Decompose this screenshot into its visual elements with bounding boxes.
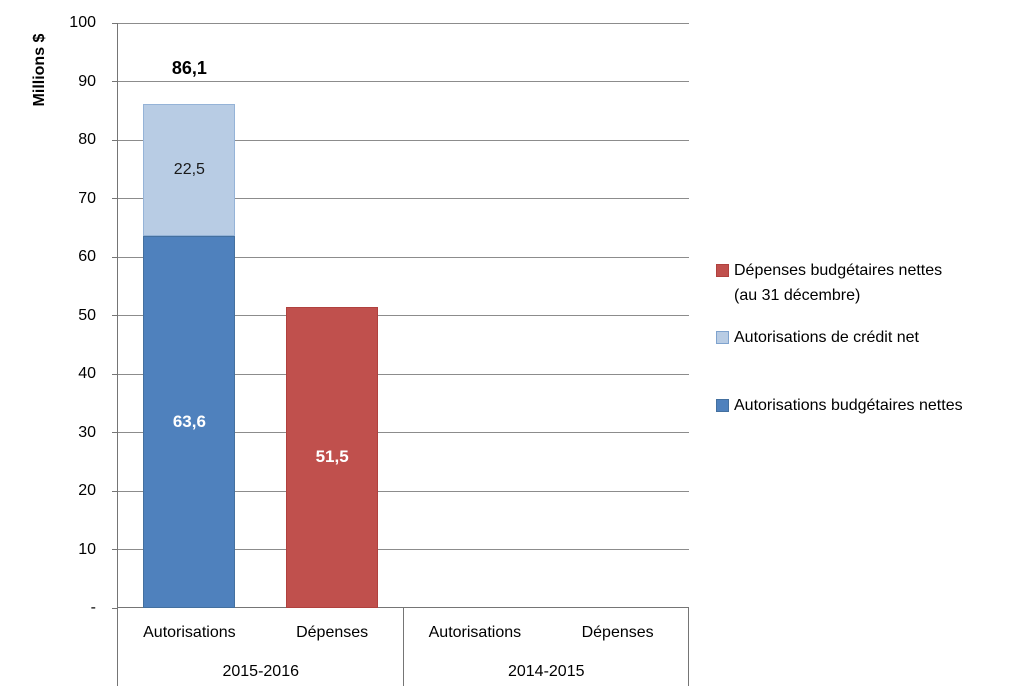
y-axis-tick: [112, 139, 118, 141]
legend: Dépenses budgétaires nettes (au 31 décem…: [716, 0, 1035, 699]
bar-value-label: 51,5: [315, 447, 349, 467]
gridline: [118, 432, 689, 433]
gridline: [118, 22, 689, 24]
category-label: Autorisations: [143, 624, 236, 641]
category-label: Dépenses: [296, 624, 369, 641]
y-tick-label: 30: [78, 423, 96, 441]
y-axis-line: [117, 23, 118, 686]
x-axis-divider: [402, 608, 404, 686]
bar-value-label: 22,5: [173, 161, 205, 179]
bar-total-label: 86,1: [171, 58, 207, 79]
bar-value-label: 63,6: [172, 411, 206, 431]
bar-segment: [143, 104, 236, 236]
category-label: Autorisations: [428, 624, 522, 641]
legend-swatch-depenses-icon: [716, 264, 729, 277]
y-axis-tick: [112, 198, 118, 199]
y-tick-label: 50: [78, 306, 96, 324]
gridline: [118, 198, 689, 199]
bar-segment: [143, 235, 236, 608]
legend-label-depenses-line2: (au 31 décembre): [734, 287, 861, 304]
y-tick-label: 70: [78, 189, 96, 207]
group-label: 2015-2016: [222, 663, 299, 680]
y-tick-label: 20: [78, 482, 96, 499]
category-label: Dépenses: [581, 624, 654, 641]
y-tick-label: 10: [78, 540, 96, 558]
y-tick-label: -: [90, 599, 96, 616]
y-tick-label: 80: [78, 131, 96, 148]
x-axis-divider: [688, 608, 689, 686]
y-tick-label: 90: [78, 72, 96, 90]
legend-label-autorisations-budgetaires: Autorisations budgétaires nettes: [734, 397, 963, 414]
y-tick-label: 100: [69, 14, 96, 31]
gridline: [118, 373, 689, 375]
legend-label-credit-net: Autorisations de crédit net: [734, 329, 919, 346]
gridline: [118, 256, 689, 258]
bar-segment: [286, 306, 379, 608]
y-axis-tick: [112, 373, 118, 375]
legend-label-depenses-line1: Dépenses budgétaires nettes: [734, 262, 943, 279]
legend-item-autorisations-budgetaires: Autorisations budgétaires nettes: [716, 393, 963, 418]
y-axis-tick: [112, 81, 118, 82]
gridline: [118, 549, 689, 550]
y-tick-label: 60: [78, 248, 96, 265]
y-axis-tick: [112, 549, 118, 550]
y-axis-tick: [112, 607, 118, 609]
y-axis-tick: [112, 256, 118, 258]
legend-item-depenses: Dépenses budgétaires nettes (au 31 décem…: [716, 258, 942, 308]
y-axis-tick: [112, 432, 118, 433]
y-tick-label: 40: [78, 365, 96, 382]
y-axis-tick: [112, 490, 118, 492]
gridline: [118, 81, 689, 82]
legend-swatch-autorisations-budgetaires-icon: [716, 399, 729, 412]
group-label: 2014-2015: [507, 663, 585, 680]
y-axis-tick: [112, 315, 118, 316]
y-axis-tick: [112, 22, 118, 24]
gridline: [118, 490, 689, 492]
gridline: [118, 315, 689, 316]
x-axis-line: [118, 607, 689, 608]
gridline: [118, 139, 689, 141]
legend-item-credit-net: Autorisations de crédit net: [716, 325, 919, 350]
legend-swatch-credit-net-icon: [716, 331, 729, 344]
